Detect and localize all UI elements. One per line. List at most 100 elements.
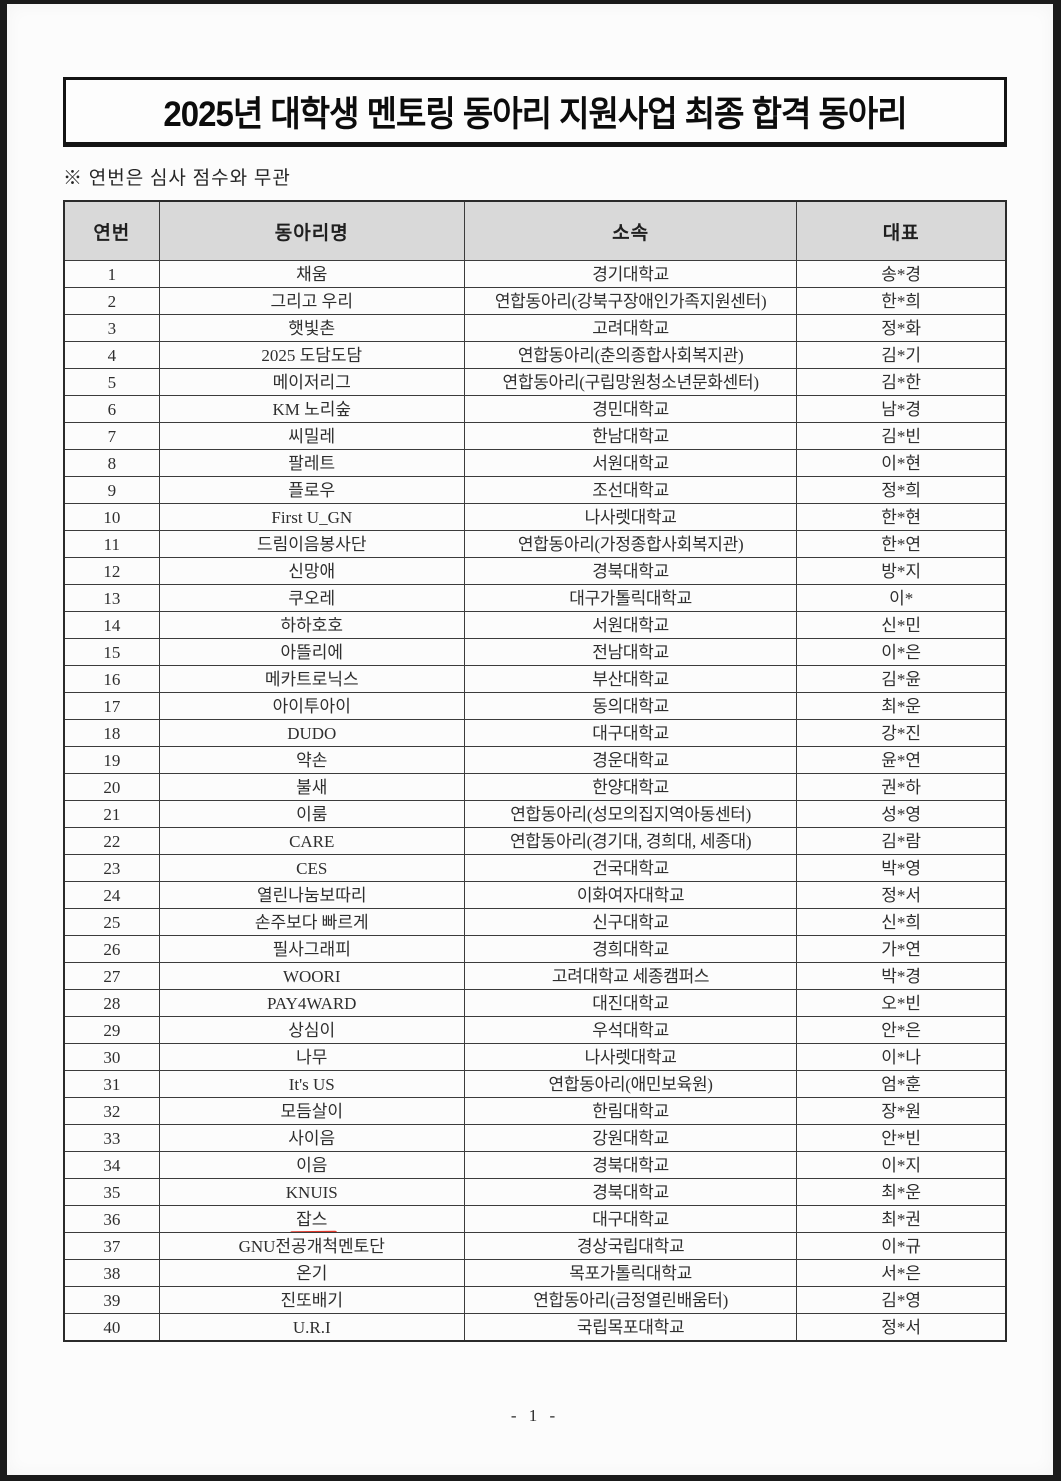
club-name: 플로우 xyxy=(158,476,465,504)
affiliation: 서원대학교 xyxy=(463,449,798,477)
table-row: 39 진또배기 연합동아리(금정열린배움터) 김*영 xyxy=(63,1286,1007,1314)
representative: 김*기 xyxy=(796,341,1007,369)
club-name: CES xyxy=(158,854,465,882)
club-name: 이룸 xyxy=(158,800,465,828)
row-number: 24 xyxy=(63,881,160,909)
table-row: 22 CARE 연합동아리(경기대, 경희대, 세종대) 김*람 xyxy=(63,827,1007,855)
row-number: 31 xyxy=(63,1070,160,1098)
affiliation: 연합동아리(가정종합사회복지관) xyxy=(463,530,798,558)
row-number: 29 xyxy=(63,1016,160,1044)
representative: 한*현 xyxy=(796,503,1007,531)
affiliation: 한양대학교 xyxy=(463,773,798,801)
representative: 최*운 xyxy=(796,1178,1007,1206)
club-name: KM 노리숲 xyxy=(158,395,465,423)
table-row: 23 CES 건국대학교 박*영 xyxy=(63,854,1007,882)
club-name: 약손 xyxy=(158,746,465,774)
club-name: GNU전공개척멘토단 xyxy=(158,1232,465,1260)
row-number: 40 xyxy=(63,1313,160,1342)
table-row: 13 쿠오레 대구가톨릭대학교 이* xyxy=(63,584,1007,612)
affiliation: 경상국립대학교 xyxy=(463,1232,798,1260)
affiliation: 대구대학교 xyxy=(463,719,798,747)
row-number: 15 xyxy=(63,638,160,666)
row-number: 13 xyxy=(63,584,160,612)
representative: 이*은 xyxy=(796,638,1007,666)
table-row: 15 아뜰리에 전남대학교 이*은 xyxy=(63,638,1007,666)
row-number: 3 xyxy=(63,314,160,342)
affiliation: 경희대학교 xyxy=(463,935,798,963)
table-row: 32 모듬살이 한림대학교 장*원 xyxy=(63,1097,1007,1125)
row-number: 35 xyxy=(63,1178,160,1206)
club-name: 이음 xyxy=(158,1151,465,1179)
affiliation: 대진대학교 xyxy=(463,989,798,1017)
table-header: 연번 동아리명 소속 대표 xyxy=(63,200,1007,261)
representative: 이*지 xyxy=(796,1151,1007,1179)
representative: 성*영 xyxy=(796,800,1007,828)
table-row: 17 아이투아이 동의대학교 최*운 xyxy=(63,692,1007,720)
club-name: KNUIS xyxy=(158,1178,465,1206)
affiliation: 연합동아리(금정열린배움터) xyxy=(463,1286,798,1314)
representative: 오*빈 xyxy=(796,989,1007,1017)
row-number: 1 xyxy=(63,260,160,288)
club-name: 그리고 우리 xyxy=(158,287,465,315)
table-row: 26 필사그래피 경희대학교 가*연 xyxy=(63,935,1007,963)
table-row: 38 온기 목포가톨릭대학교 서*은 xyxy=(63,1259,1007,1287)
representative: 한*희 xyxy=(796,287,1007,315)
row-number: 14 xyxy=(63,611,160,639)
table-row: 18 DUDO 대구대학교 강*진 xyxy=(63,719,1007,747)
club-name: 나무 xyxy=(158,1043,465,1071)
column-header: 대표 xyxy=(796,200,1007,261)
club-name: U.R.I xyxy=(158,1313,465,1342)
club-name: 상심이 xyxy=(158,1016,465,1044)
row-number: 18 xyxy=(63,719,160,747)
table-row: 11 드림이음봉사단 연합동아리(가정종합사회복지관) 한*연 xyxy=(63,530,1007,558)
row-number: 33 xyxy=(63,1124,160,1152)
affiliation: 연합동아리(경기대, 경희대, 세종대) xyxy=(463,827,798,855)
table-row: 12 신망애 경북대학교 방*지 xyxy=(63,557,1007,585)
affiliation: 연합동아리(애민보육원) xyxy=(463,1070,798,1098)
row-number: 22 xyxy=(63,827,160,855)
club-name: 불새 xyxy=(158,773,465,801)
table-row: 5 메이저리그 연합동아리(구립망원청소년문화센터) 김*한 xyxy=(63,368,1007,396)
affiliation: 고려대학교 xyxy=(463,314,798,342)
representative: 가*연 xyxy=(796,935,1007,963)
table-row: 29 상심이 우석대학교 안*은 xyxy=(63,1016,1007,1044)
row-number: 39 xyxy=(63,1286,160,1314)
row-number: 6 xyxy=(63,395,160,423)
representative: 김*빈 xyxy=(796,422,1007,450)
row-number: 21 xyxy=(63,800,160,828)
row-number: 20 xyxy=(63,773,160,801)
table-row: 34 이음 경북대학교 이*지 xyxy=(63,1151,1007,1179)
affiliation: 연합동아리(성모의집지역아동센터) xyxy=(463,800,798,828)
page-number: - 1 - xyxy=(510,1406,560,1425)
table-row: 25 손주보다 빠르게 신구대학교 신*희 xyxy=(63,908,1007,936)
club-name: 진또배기 xyxy=(158,1286,465,1314)
table-row: 8 팔레트 서원대학교 이*현 xyxy=(63,449,1007,477)
row-number: 23 xyxy=(63,854,160,882)
row-number: 11 xyxy=(63,530,160,558)
row-number: 26 xyxy=(63,935,160,963)
table-row: 14 하하호호 서원대학교 신*민 xyxy=(63,611,1007,639)
table-row: 24 열린나눔보따리 이화여자대학교 정*서 xyxy=(63,881,1007,909)
representative: 이*규 xyxy=(796,1232,1007,1260)
table-row: 9 플로우 조선대학교 정*희 xyxy=(63,476,1007,504)
representative: 이*나 xyxy=(796,1043,1007,1071)
page-title: 2025년 대학생 멘토링 동아리 지원사업 최종 합격 동아리 xyxy=(163,94,907,134)
column-header: 소속 xyxy=(463,200,798,261)
club-name: 메이저리그 xyxy=(158,368,465,396)
representative: 김*람 xyxy=(796,827,1007,855)
affiliation: 경민대학교 xyxy=(463,395,798,423)
club-name: 씨밀레 xyxy=(158,422,465,450)
title-box: 2025년 대학생 멘토링 동아리 지원사업 최종 합격 동아리 xyxy=(63,77,1007,147)
red-underline-mark: 잡스 xyxy=(296,1209,328,1229)
affiliation: 전남대학교 xyxy=(463,638,798,666)
affiliation: 국립목포대학교 xyxy=(463,1313,798,1342)
representative: 윤*연 xyxy=(796,746,1007,774)
affiliation: 건국대학교 xyxy=(463,854,798,882)
table-row: 10 First U_GN 나사렛대학교 한*현 xyxy=(63,503,1007,531)
club-name: 2025 도담도담 xyxy=(158,341,465,369)
affiliation: 한림대학교 xyxy=(463,1097,798,1125)
representative: 정*화 xyxy=(796,314,1007,342)
club-name: First U_GN xyxy=(158,503,465,531)
table-body: 1 채움 경기대학교 송*경 2 그리고 우리 연합동아리(강북구장애인가족지원센터) 한*희… xyxy=(63,260,1007,1342)
club-name: 신망애 xyxy=(158,557,465,585)
